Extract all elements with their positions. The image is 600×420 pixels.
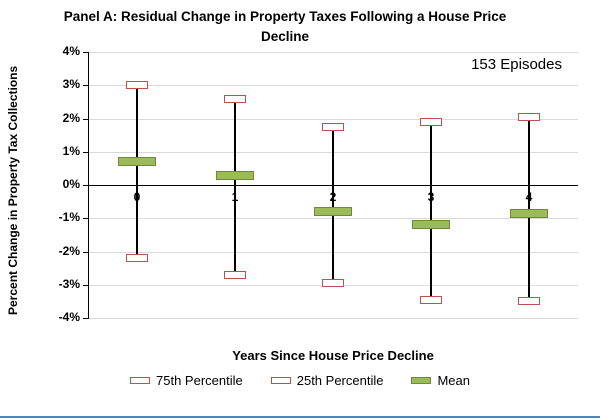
percentile-25-marker [322, 279, 344, 288]
whisker [234, 98, 236, 275]
percentile-75-marker [420, 117, 442, 126]
x-axis-title: Years Since House Price Decline [232, 348, 434, 363]
y-axis-tick-mark [83, 118, 89, 120]
percentile-25-marker [126, 254, 148, 263]
chart-bottom-border [0, 416, 600, 418]
x-axis-category-label: 0 [133, 190, 141, 204]
chart-title: Panel A: Residual Change in Property Tax… [10, 7, 560, 48]
chart-title-line2: Decline [260, 29, 310, 45]
gridline [88, 118, 578, 120]
y-axis-tick-mark [83, 284, 89, 286]
mean-marker [216, 170, 254, 180]
y-axis-tick-label: -4% [58, 310, 80, 324]
legend-label-mean: Mean [437, 373, 470, 388]
legend-label-75th: 75th Percentile [156, 373, 243, 388]
y-axis-tick-mark [83, 251, 89, 253]
x-axis-category-label: 3 [427, 190, 435, 204]
legend: 75th Percentile 25th Percentile Mean [0, 373, 600, 388]
y-axis-tick-label: -2% [58, 243, 80, 258]
y-axis-tick-label: -1% [58, 210, 80, 225]
gridline [88, 85, 578, 87]
mean-marker [314, 207, 352, 217]
y-axis-tick-mark [83, 52, 89, 53]
gridline [88, 52, 578, 53]
mean-marker [510, 208, 548, 218]
y-axis-tick-mark [83, 318, 89, 319]
mean-marker [118, 157, 156, 167]
percentile-75-marker [322, 122, 344, 131]
legend-item-25th-percentile: 25th Percentile [270, 373, 384, 388]
y-axis-tick-label: 4% [62, 44, 80, 58]
legend-label-25th: 25th Percentile [296, 373, 384, 388]
whisker [332, 126, 334, 284]
x-axis-category-label: 4 [525, 190, 533, 204]
percentile-75-marker [518, 112, 540, 121]
x-axis-category-label: 2 [329, 190, 337, 204]
y-axis-tick-mark [83, 185, 89, 186]
percentile-75-marker [224, 94, 246, 103]
legend-item-75th-percentile: 75th Percentile [130, 373, 243, 388]
percentile-25-swatch-icon [270, 377, 291, 384]
percentile-25-marker [518, 297, 540, 306]
percentile-25-marker [224, 270, 246, 279]
y-axis-tick-mark [83, 85, 89, 87]
mean-swatch-icon [411, 377, 432, 384]
x-axis-category-label: 1 [231, 190, 239, 204]
episodes-annotation: 153 Episodes [471, 56, 562, 73]
percentile-25-marker [420, 295, 442, 304]
y-axis-tick-label: -3% [58, 276, 80, 291]
y-axis-tick-mark [83, 218, 89, 220]
gridline [88, 318, 578, 319]
percentile-75-marker [126, 81, 148, 90]
percentile-75-swatch-icon [130, 377, 150, 384]
y-axis-tick-mark [83, 151, 89, 153]
whisker [430, 121, 432, 300]
y-axis-tick-label: 1% [62, 143, 80, 158]
y-axis-tick-label: 0% [62, 177, 80, 191]
legend-item-mean: Mean [411, 373, 470, 388]
mean-marker [412, 220, 450, 230]
y-axis-tick-label: 3% [62, 77, 80, 92]
chart-title-line1: Panel A: Residual Change in Property Tax… [63, 9, 507, 24]
y-axis-title: Percent Change in Property Tax Collectio… [6, 65, 20, 315]
whisker [136, 85, 138, 259]
y-axis-tick-label: 2% [62, 110, 80, 125]
